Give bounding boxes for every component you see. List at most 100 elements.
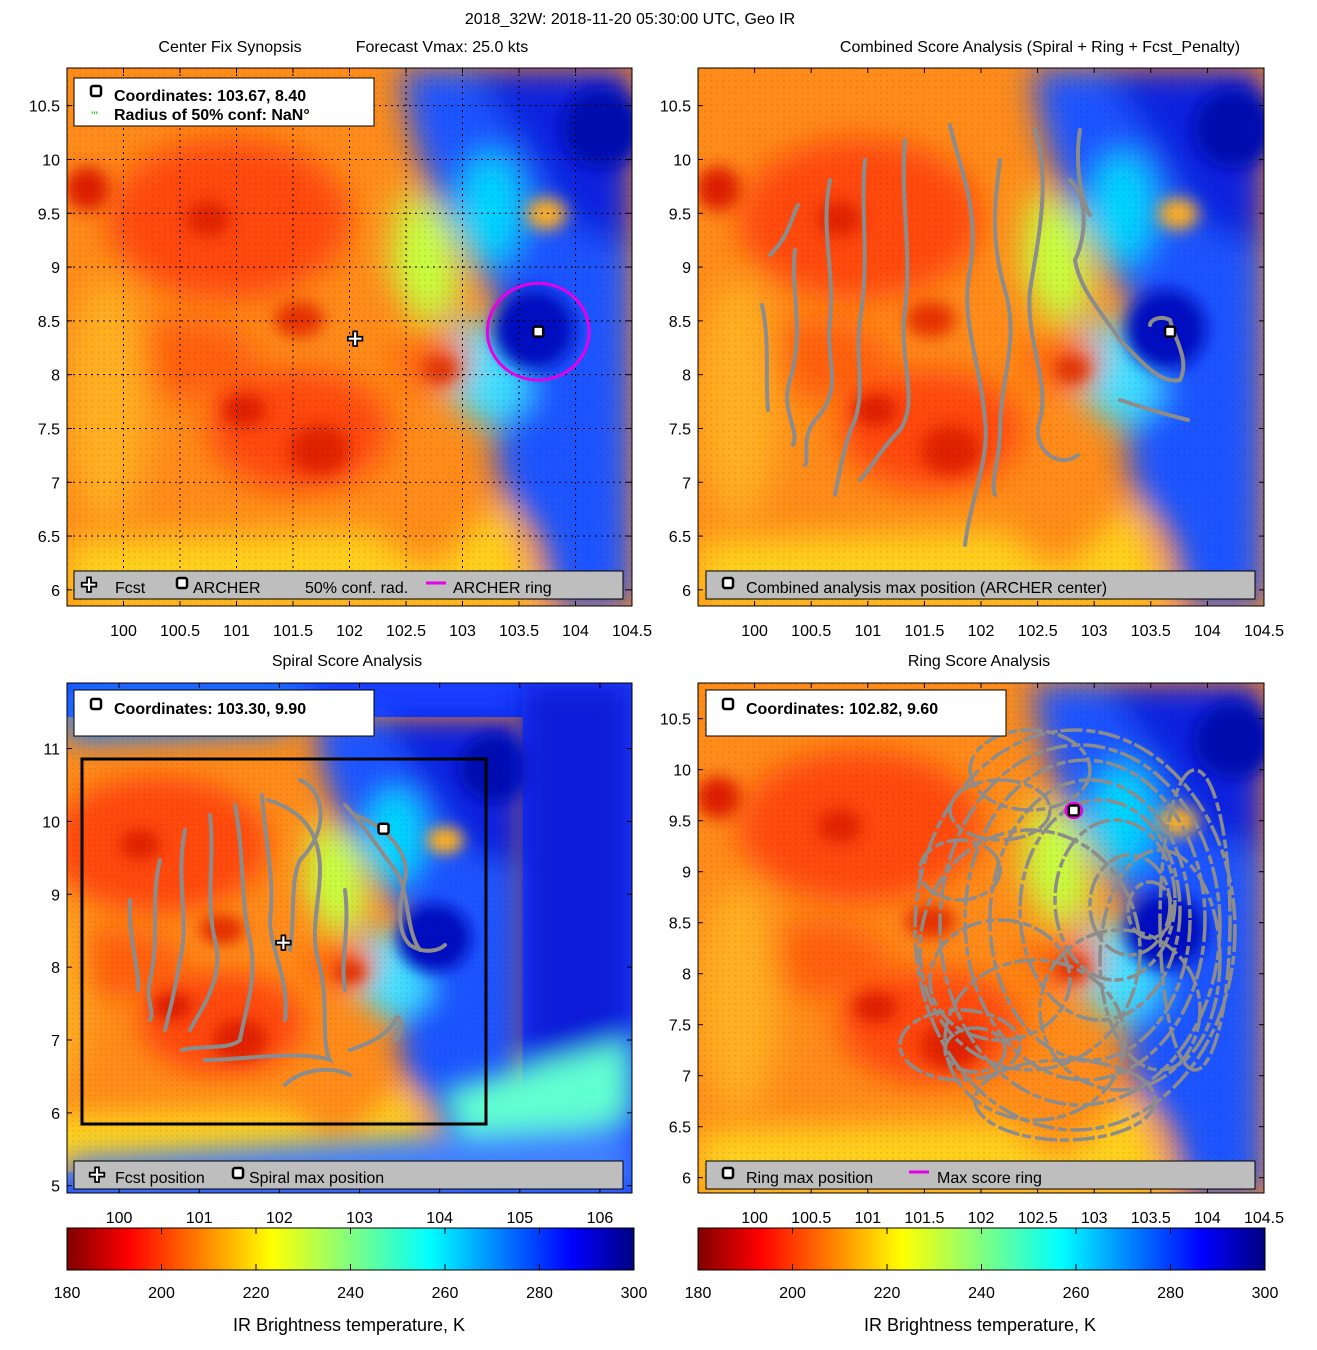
panel1-infobox: Coordinates: 103.67, 8.40 ''' Radius of … <box>73 77 375 127</box>
panel2-legend: Combined analysis max position (ARCHER c… <box>705 570 1256 600</box>
archer-square-icon <box>175 576 189 590</box>
panel1-xticks: 100 100.5 101 101.5 102 102.5 103 103.5 104 104.5 <box>110 68 652 640</box>
colorbar-tick-label: 280 <box>526 1285 553 1302</box>
colorbar-tick-label: 200 <box>148 1285 175 1302</box>
plus-icon: ✚ <box>81 575 98 597</box>
ytick-label: 8 <box>682 368 691 385</box>
ytick-label: 7.5 <box>38 421 60 438</box>
colorbar-left-label: IR Brightness temperature, K <box>233 1315 465 1335</box>
xtick-label: 102.5 <box>386 623 426 640</box>
panel1-info-radius: Radius of 50% conf: NaN° <box>114 107 310 124</box>
ytick-label: 9 <box>682 260 691 277</box>
xtick-label: 102 <box>968 1210 995 1227</box>
colorbar-left-ticks: 180 200 220 240 260 280 300 <box>54 1228 648 1302</box>
archer-square-icon <box>721 576 735 590</box>
ytick-label: 9.5 <box>669 206 691 223</box>
colorbar-tick-label: 280 <box>1157 1285 1184 1302</box>
xtick-label: 100 <box>741 623 768 640</box>
panel-ring: Ring Score Analysis 100 100.5 101 101.5 102 1… <box>660 653 1284 1227</box>
ytick-label: 7 <box>51 475 60 492</box>
forecast-plus-marker: ✚ <box>347 329 364 351</box>
panel3-frame <box>66 682 633 1194</box>
ring-square-icon <box>721 697 735 711</box>
colorbar-tick-label: 260 <box>1063 1285 1090 1302</box>
max-score-ring <box>1064 801 1084 820</box>
panel1-info-coords: Coordinates: 103.67, 8.40 <box>114 88 306 105</box>
ytick-label: 9.5 <box>669 814 691 831</box>
xtick-label: 100 <box>741 1210 768 1227</box>
xtick-label: 103 <box>1081 623 1108 640</box>
xtick-label: 101.5 <box>904 623 944 640</box>
xtick-label: 102.5 <box>1018 1210 1058 1227</box>
colorbar-right-ticks: 180 200 220 240 260 280 300 <box>685 1228 1278 1302</box>
plus-icon: ✚ <box>89 1165 106 1187</box>
ytick-label: 10.5 <box>660 99 691 116</box>
legend1-fcst: Fcst <box>115 580 146 597</box>
panel3-xticks: 100 101 102 103 104 105 106 <box>106 683 614 1227</box>
panel4-title: Ring Score Analysis <box>908 653 1050 670</box>
xtick-label: 104.5 <box>1244 623 1284 640</box>
center-marker <box>531 325 545 338</box>
xtick-label: 104 <box>426 1210 453 1227</box>
panel3-yticks: 5 6 7 8 9 10 11 <box>42 742 632 1196</box>
xtick-label: 103 <box>1081 1210 1108 1227</box>
panel2-yticks: 6 6.5 7 7.5 8 8.5 9 9.5 10 10.5 <box>660 99 1264 600</box>
legend2-combined: Combined analysis max position (ARCHER c… <box>746 580 1107 597</box>
ytick-label: 7.5 <box>669 421 691 438</box>
ytick-label: 10 <box>42 814 60 831</box>
panel4-info-coords: Coordinates: 102.82, 9.60 <box>746 701 938 718</box>
ytick-label: 6.5 <box>38 529 60 546</box>
panel1-title-left: Center Fix Synopsis <box>158 39 301 56</box>
panel3-legend: ✚ Fcst position Spiral max position <box>73 1160 624 1190</box>
legend1-ring: ARCHER ring <box>453 580 552 597</box>
xtick-label: 102.5 <box>1018 623 1058 640</box>
xtick-label: 100.5 <box>160 623 200 640</box>
ytick-label: 11 <box>43 742 60 759</box>
ytick-label: 7.5 <box>669 1018 691 1035</box>
colorbar-right: 180 200 220 240 260 280 300 IR Brightness temp… <box>685 1227 1278 1335</box>
xtick-label: 103 <box>449 623 476 640</box>
conf-mark-icon: ''' <box>91 109 98 123</box>
colorbar-tick-label: 220 <box>874 1285 901 1302</box>
xtick-label: 106 <box>587 1210 614 1227</box>
colorbar-tick-label: 240 <box>968 1285 995 1302</box>
xtick-label: 101 <box>223 623 250 640</box>
xtick-label: 104 <box>1194 1210 1221 1227</box>
panel-spiral: Spiral Score Analysis 100 101 102 103 104 105… <box>42 653 633 1227</box>
center-marker <box>1163 325 1177 338</box>
ytick-label: 10.5 <box>29 99 60 116</box>
xtick-label: 101.5 <box>904 1210 944 1227</box>
panel1-marks: ✚ <box>346 281 591 382</box>
legend3-fcst: Fcst position <box>115 1170 205 1187</box>
colorbar-tick-label: 200 <box>779 1285 806 1302</box>
ytick-label: 7 <box>51 1033 60 1050</box>
xtick-label: 104 <box>562 623 589 640</box>
xtick-label: 104.5 <box>612 623 652 640</box>
xtick-label: 102 <box>968 623 995 640</box>
panel2-title: Combined Score Analysis (Spiral + Ring +… <box>840 39 1240 56</box>
ytick-label: 5 <box>51 1179 60 1196</box>
legend4-maxring: Max score ring <box>937 1170 1042 1187</box>
xtick-label: 100.5 <box>791 1210 831 1227</box>
forecast-plus-marker: ✚ <box>275 933 292 955</box>
ytick-label: 6 <box>51 583 60 600</box>
colorbar-tick-label: 180 <box>54 1285 81 1302</box>
xtick-label: 103.5 <box>1131 1210 1171 1227</box>
panel4-legend: Ring max position Max score ring <box>705 1160 1256 1190</box>
ytick-label: 6 <box>51 1106 60 1123</box>
xtick-label: 102 <box>266 1210 293 1227</box>
center-marker <box>377 822 390 835</box>
panel-center-fix: Center Fix Synopsis Forecast Vmax: 25.0 … <box>29 39 652 640</box>
ytick-label: 7 <box>682 1069 691 1086</box>
colorbar-tick-label: 300 <box>621 1285 648 1302</box>
ytick-label: 8.5 <box>669 314 691 331</box>
panel3-infobox: Coordinates: 103.30, 9.90 <box>73 689 375 737</box>
colorbar-tick-label: 180 <box>685 1285 712 1302</box>
ring-square-icon <box>721 1166 735 1180</box>
colorbar-tick-label: 240 <box>337 1285 364 1302</box>
xtick-label: 103 <box>346 1210 373 1227</box>
xtick-label: 100.5 <box>791 623 831 640</box>
legend4-ring: Ring max position <box>746 1170 873 1187</box>
ytick-label: 9 <box>51 260 60 277</box>
